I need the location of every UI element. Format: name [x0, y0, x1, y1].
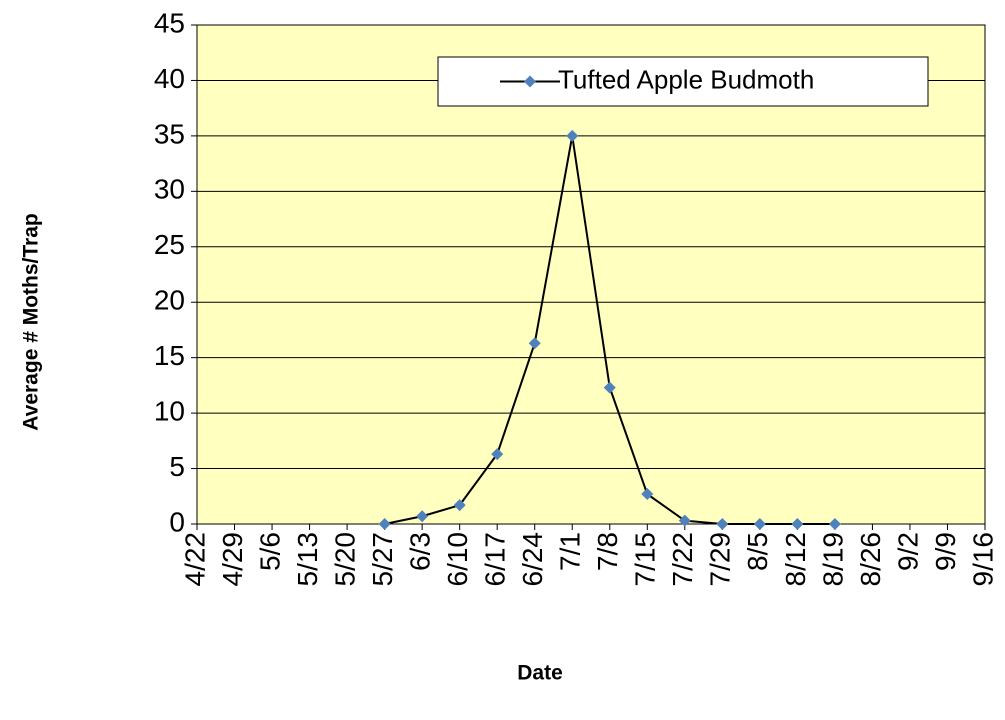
y-tick-label: 0 [169, 506, 185, 537]
plot-area [196, 24, 986, 525]
marker [678, 514, 691, 527]
x-tick-label: 7/15 [630, 532, 661, 587]
marker [791, 518, 804, 530]
x-tick-label: 9/16 [967, 532, 998, 587]
x-tick-label: 5/20 [329, 532, 360, 587]
x-tick-label: 6/24 [517, 532, 548, 587]
marker [491, 448, 504, 461]
x-tick-label: 8/12 [780, 532, 811, 587]
x-tick-label: 6/10 [442, 532, 473, 587]
y-tick-label: 40 [154, 63, 185, 94]
x-tick-label: 4/29 [217, 532, 248, 587]
x-tick-label: 5/27 [367, 532, 398, 587]
x-axis-title: Date [517, 662, 563, 685]
x-tick-label: 4/22 [179, 532, 210, 587]
x-tick-label: 6/3 [405, 532, 436, 571]
x-tick-label: 8/26 [855, 532, 886, 587]
x-tick-label: 8/19 [817, 532, 848, 587]
marker [378, 518, 391, 530]
y-tick-label: 30 [154, 174, 185, 205]
marker [453, 499, 466, 512]
y-tick-label: 5 [169, 451, 185, 482]
marker [753, 518, 766, 530]
y-tick-label: 20 [154, 285, 185, 316]
x-tick-label: 7/8 [592, 532, 623, 571]
y-tick-label: 15 [154, 340, 185, 371]
x-tick-label: 9/9 [930, 532, 961, 571]
x-tick-label: 7/1 [555, 532, 586, 571]
x-tick-label: 8/5 [742, 532, 773, 571]
marker [828, 518, 841, 530]
y-tick-label: 35 [154, 118, 185, 149]
marker [641, 488, 654, 501]
marker [603, 381, 616, 394]
x-tick-label: 5/13 [292, 532, 323, 587]
x-tick-label: 5/6 [254, 532, 285, 571]
x-tick-label: 7/29 [705, 532, 736, 587]
x-tick-label: 7/22 [667, 532, 698, 587]
marker [528, 337, 541, 350]
marker [716, 518, 729, 530]
y-axis-title: Average # Moths/Trap [20, 213, 43, 430]
y-tick-label: 45 [154, 7, 185, 38]
y-tick-label: 10 [154, 396, 185, 427]
x-tick-label: 9/2 [892, 532, 923, 571]
legend-label: Tufted Apple Budmoth [558, 64, 814, 94]
x-tick-label: 6/17 [480, 532, 511, 587]
y-tick-label: 25 [154, 229, 185, 260]
marker [566, 129, 579, 142]
marker [416, 510, 429, 523]
legend-marker [524, 75, 536, 88]
